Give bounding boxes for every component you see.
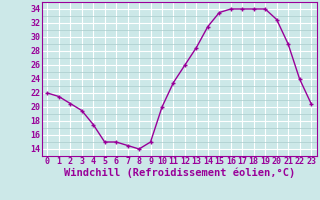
X-axis label: Windchill (Refroidissement éolien,°C): Windchill (Refroidissement éolien,°C) bbox=[64, 168, 295, 178]
